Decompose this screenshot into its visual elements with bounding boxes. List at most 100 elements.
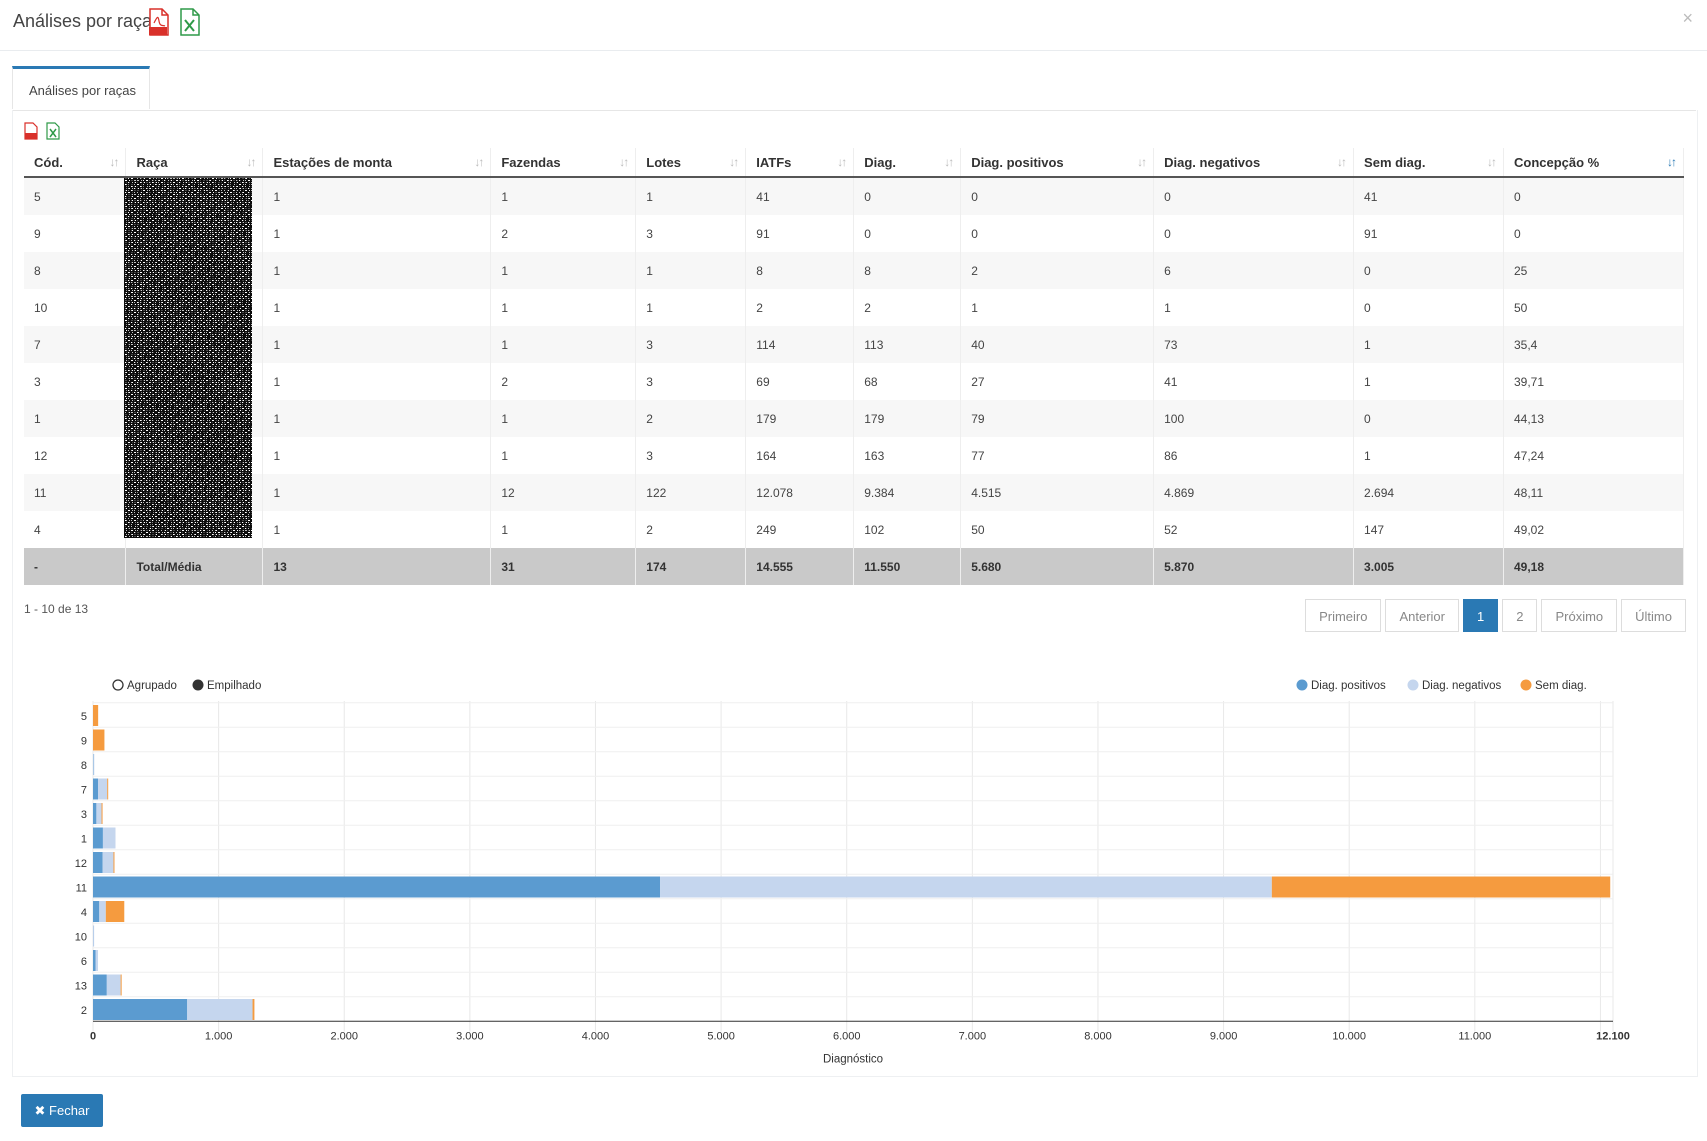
- pagination-button[interactable]: Primeiro: [1305, 599, 1382, 632]
- table-cell: 49,02: [1503, 511, 1685, 548]
- col-header[interactable]: Cód. ↓↑: [24, 148, 127, 178]
- bar-segment: [93, 876, 661, 898]
- table-cell: 12: [490, 474, 637, 511]
- table-cell: 1: [262, 215, 492, 252]
- table-cell: 3.005: [1353, 548, 1504, 585]
- tick-label: 3.000: [456, 1031, 484, 1043]
- sort-icon[interactable]: ↓↑: [619, 155, 629, 169]
- category-label: 12: [75, 858, 87, 870]
- table-cell: 0: [853, 177, 962, 215]
- bar-segment: [93, 803, 97, 824]
- table-cell: 69: [745, 363, 855, 400]
- table-cell: 174: [635, 548, 747, 585]
- bar-segment: [102, 827, 116, 849]
- col-header[interactable]: Diag. negativos ↓↑: [1153, 148, 1355, 178]
- table-cell: 79: [960, 400, 1155, 437]
- bar-segment: [93, 778, 99, 800]
- sort-icon[interactable]: ↓↑: [837, 155, 847, 169]
- legend-label: Diag. negativos: [1422, 680, 1502, 692]
- category-label: 9: [81, 736, 87, 748]
- col-header[interactable]: IATFs ↓↑: [745, 148, 855, 178]
- table-cell: 14.555: [745, 548, 855, 585]
- table-cell: 122: [635, 474, 747, 511]
- col-header[interactable]: Lotes ↓↑: [635, 148, 747, 178]
- col-header[interactable]: Concepção % ↓↑: [1503, 148, 1685, 178]
- col-header[interactable]: Diag. positivos ↓↑: [960, 148, 1155, 178]
- tick-label: 7.000: [959, 1031, 987, 1043]
- tick-label: 1.000: [205, 1031, 233, 1043]
- pagination-button[interactable]: Anterior: [1385, 599, 1459, 632]
- table-cell: 3: [635, 363, 747, 400]
- close-button[interactable]: ✖ Fechar: [21, 1094, 103, 1127]
- table-row: 4 1 1 2 249 102 50 52 147 49,02: [24, 511, 1685, 548]
- table-cell: 164: [745, 437, 855, 474]
- bar-segment: [98, 778, 108, 800]
- tab-analises-por-racas[interactable]: Análises por raças: [12, 66, 150, 109]
- bar-segment: [106, 974, 121, 996]
- close-icon[interactable]: ×: [1682, 8, 1693, 28]
- col-header[interactable]: Raça ↓↑: [125, 148, 264, 178]
- category-label: 10: [75, 932, 87, 944]
- sort-icon[interactable]: ↓↑: [109, 155, 119, 169]
- table-cell: 2: [745, 289, 855, 326]
- table-row: 3 1 2 3 69 68 27 41 1 39,71: [24, 363, 1685, 400]
- pagination-button[interactable]: Último: [1621, 599, 1686, 632]
- table-cell: 113: [853, 326, 962, 363]
- table-cell: 49,18: [1503, 548, 1685, 585]
- table-total-row: - Total/Média 13 31 174 14.555 11.550 5.680 5.87…: [24, 548, 1685, 585]
- pagination-button[interactable]: Próximo: [1541, 599, 1618, 632]
- table-cell: 35,4: [1503, 326, 1685, 363]
- table-cell: 5.680: [960, 548, 1155, 585]
- table-cell: 25: [1503, 252, 1685, 289]
- table-cell: 48,11: [1503, 474, 1685, 511]
- table-cell: 6: [1153, 252, 1355, 289]
- table-cell: 163: [853, 437, 962, 474]
- legend-marker: [1520, 679, 1532, 691]
- table-cell: 10: [24, 289, 127, 326]
- sort-icon[interactable]: ↓↑: [1137, 155, 1147, 169]
- table-cell: 12: [24, 437, 127, 474]
- sort-icon[interactable]: ↓↑: [474, 155, 484, 169]
- table-cell: 1: [490, 252, 637, 289]
- table-cell: 1: [490, 177, 637, 215]
- table-row: 12 1 1 3 164 163 77 86 1 47,24: [24, 437, 1685, 474]
- bar-segment: [105, 901, 125, 922]
- table-cell: 11.550: [853, 548, 962, 585]
- table-cell: 27: [960, 363, 1155, 400]
- col-header[interactable]: Fazendas ↓↑: [490, 148, 637, 178]
- table-cell: 0: [1153, 215, 1355, 252]
- table-row: 7 1 1 3 114 113 40 73 1 35,4: [24, 326, 1685, 363]
- pagination-button[interactable]: 1: [1463, 599, 1499, 632]
- col-header[interactable]: Diag. ↓↑: [853, 148, 962, 178]
- excel-export-icon[interactable]: [179, 8, 201, 36]
- table-cell: 1: [1353, 437, 1504, 474]
- pdf-export-icon[interactable]: [148, 8, 170, 36]
- sort-asc-icon[interactable]: ↓↑: [1667, 155, 1677, 169]
- tick-label: 10.000: [1332, 1031, 1366, 1043]
- table-cell: 1: [262, 400, 492, 437]
- col-header[interactable]: Estações de monta ↓↑: [262, 148, 492, 178]
- table-cell: 4.869: [1153, 474, 1355, 511]
- bar-segment: [99, 901, 106, 922]
- pdf-icon[interactable]: [24, 122, 38, 140]
- tick-label: 2.000: [330, 1031, 358, 1043]
- sort-icon[interactable]: ↓↑: [246, 155, 256, 169]
- bar-segment: [93, 852, 103, 873]
- col-header[interactable]: Sem diag. ↓↑: [1353, 148, 1504, 178]
- sort-icon[interactable]: ↓↑: [944, 155, 954, 169]
- excel-icon[interactable]: [46, 122, 60, 140]
- sort-icon[interactable]: ↓↑: [1486, 155, 1497, 169]
- table-cell: 179: [745, 400, 855, 437]
- sort-icon[interactable]: ↓↑: [1337, 155, 1347, 169]
- table-cell: 3: [24, 363, 127, 400]
- table-cell: 73: [1153, 326, 1355, 363]
- sort-icon[interactable]: ↓↑: [729, 155, 739, 169]
- table-cell: 41: [1153, 363, 1355, 400]
- tick-label: 0: [90, 1031, 96, 1043]
- pagination-button[interactable]: 2: [1502, 599, 1538, 632]
- bar-segment: [102, 852, 114, 873]
- tick-label: 4.000: [582, 1031, 610, 1043]
- tick-label: 5.000: [707, 1031, 735, 1043]
- table-cell: 0: [1153, 177, 1355, 215]
- table-cell: 1: [635, 252, 747, 289]
